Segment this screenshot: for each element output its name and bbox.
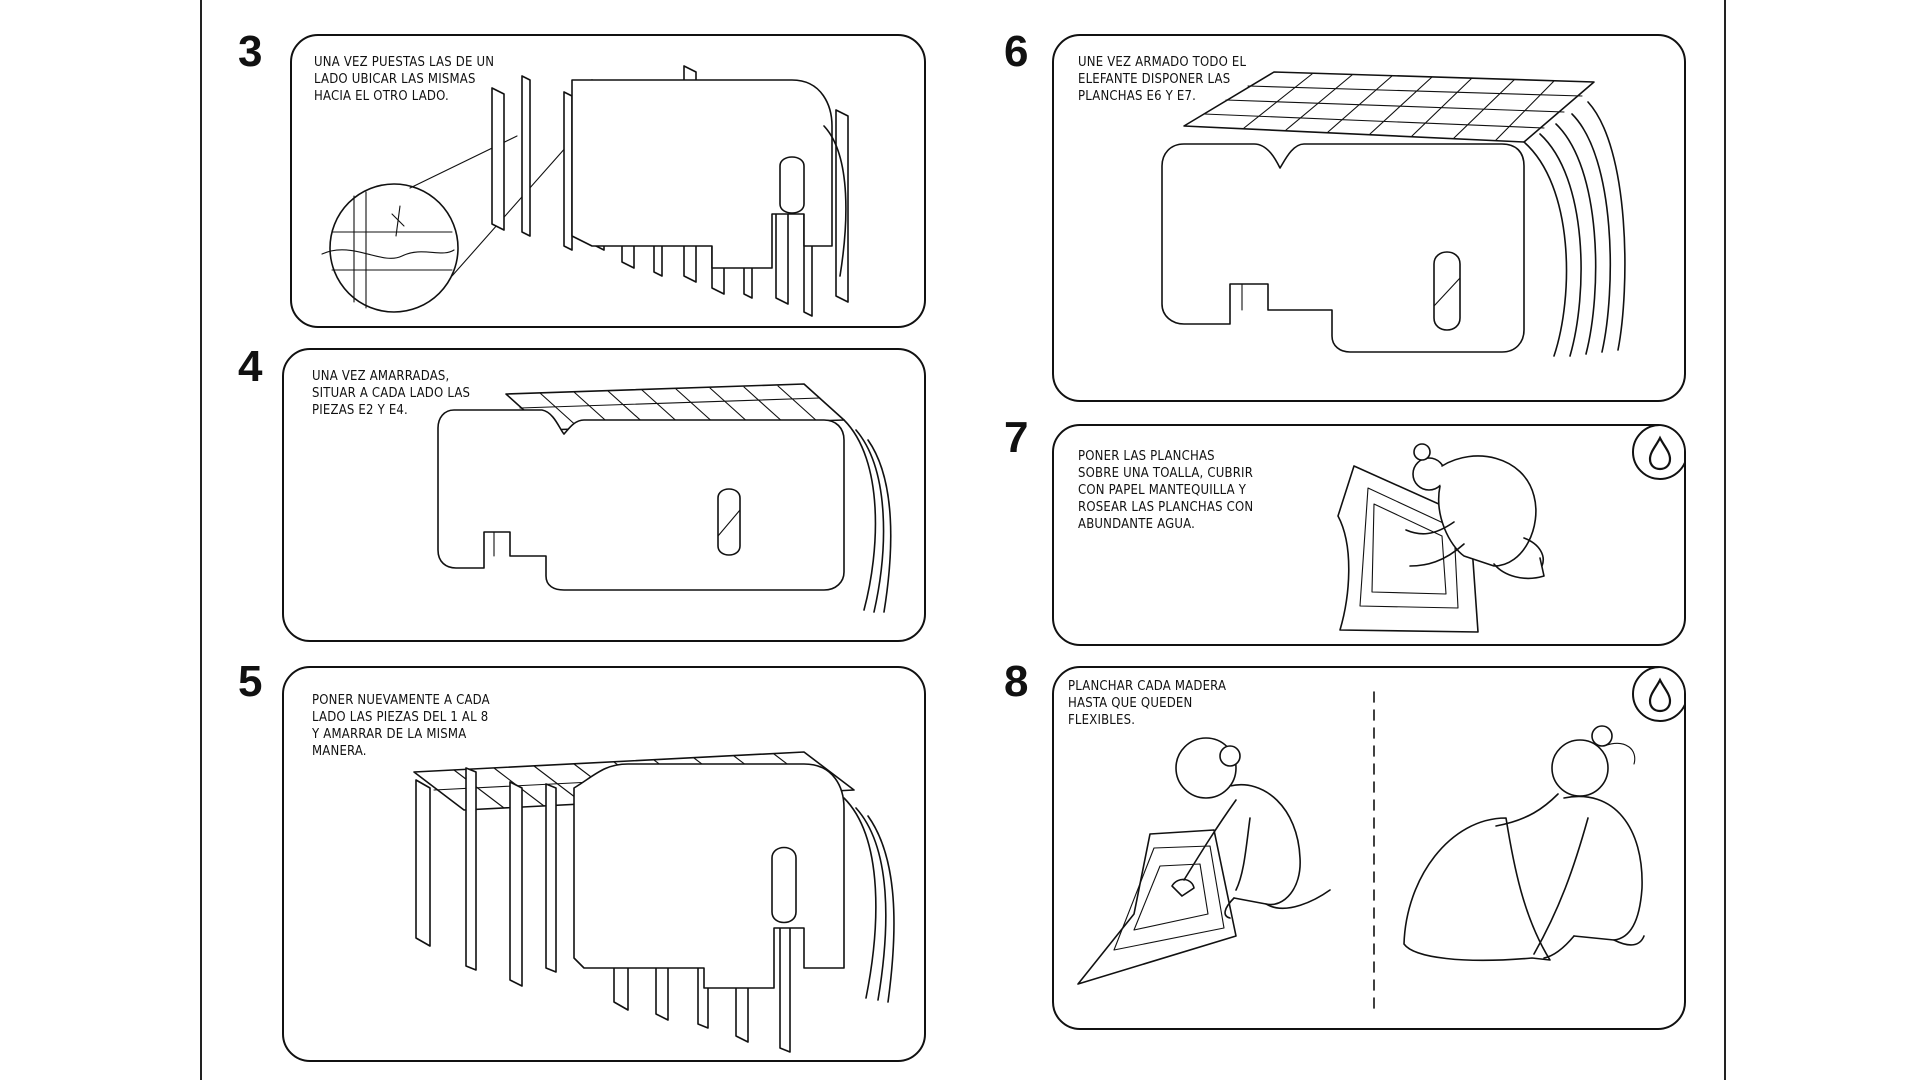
step-4-panel: UNA VEZ AMARRADAS, SITUAR A CADA LADO LA… [282,348,926,642]
step-6-instruction: UNE VEZ ARMADO TODO EL ELEFANTE DISPONER… [1078,55,1247,104]
step-4-instruction: UNA VEZ AMARRADAS, SITUAR A CADA LADO LA… [312,369,471,418]
step-8-panel: PLANCHAR CADA MADERA HASTA QUE QUEDEN FL… [1052,666,1686,1030]
step-5-panel: PONER NUEVAMENTE A CADA LADO LAS PIEZAS … [282,666,926,1062]
step-4-number: 4 [238,342,263,391]
step-7-panel: PONER LAS PLANCHAS SOBRE UNA TOALLA, CUB… [1052,424,1686,646]
step-3-number: 3 [238,27,263,76]
step-6-number: 6 [1004,27,1029,76]
step-6-panel: UNE VEZ ARMADO TODO EL ELEFANTE DISPONER… [1052,34,1686,402]
right-page: 6 UNE VEZ ARMADO TODO EL ELEFANTE DISPON… [962,0,1726,1080]
water-drop-icon-8 [1632,668,1684,722]
step-7-illustration [1337,443,1545,633]
left-page: 3 UNA VEZ PUESTAS LAS DE UN LADO UBICAR … [200,0,966,1080]
water-drop-icon [1648,677,1672,713]
water-drop-icon [1648,435,1672,471]
step-8-instruction: PLANCHAR CADA MADERA HASTA QUE QUEDEN FL… [1068,679,1227,728]
step-3-instruction: UNA VEZ PUESTAS LAS DE UN LADO UBICAR LA… [314,55,495,104]
step-8-number: 8 [1004,657,1029,706]
step-5-illustration [413,751,895,1053]
step-3-panel: UNA VEZ PUESTAS LAS DE UN LADO UBICAR LA… [290,34,926,328]
step-7-instruction: PONER LAS PLANCHAS SOBRE UNA TOALLA, CUB… [1078,449,1254,532]
step-5-instruction: PONER NUEVAMENTE A CADA LADO LAS PIEZAS … [312,693,490,759]
step-5-number: 5 [238,657,263,706]
step-4-illustration [437,383,892,613]
step-6-illustration [1161,71,1626,357]
step-3-illustration [321,65,849,317]
water-drop-icon-7 [1632,426,1684,480]
step-8-illustration [1077,691,1645,1013]
step-7-number: 7 [1004,413,1029,462]
